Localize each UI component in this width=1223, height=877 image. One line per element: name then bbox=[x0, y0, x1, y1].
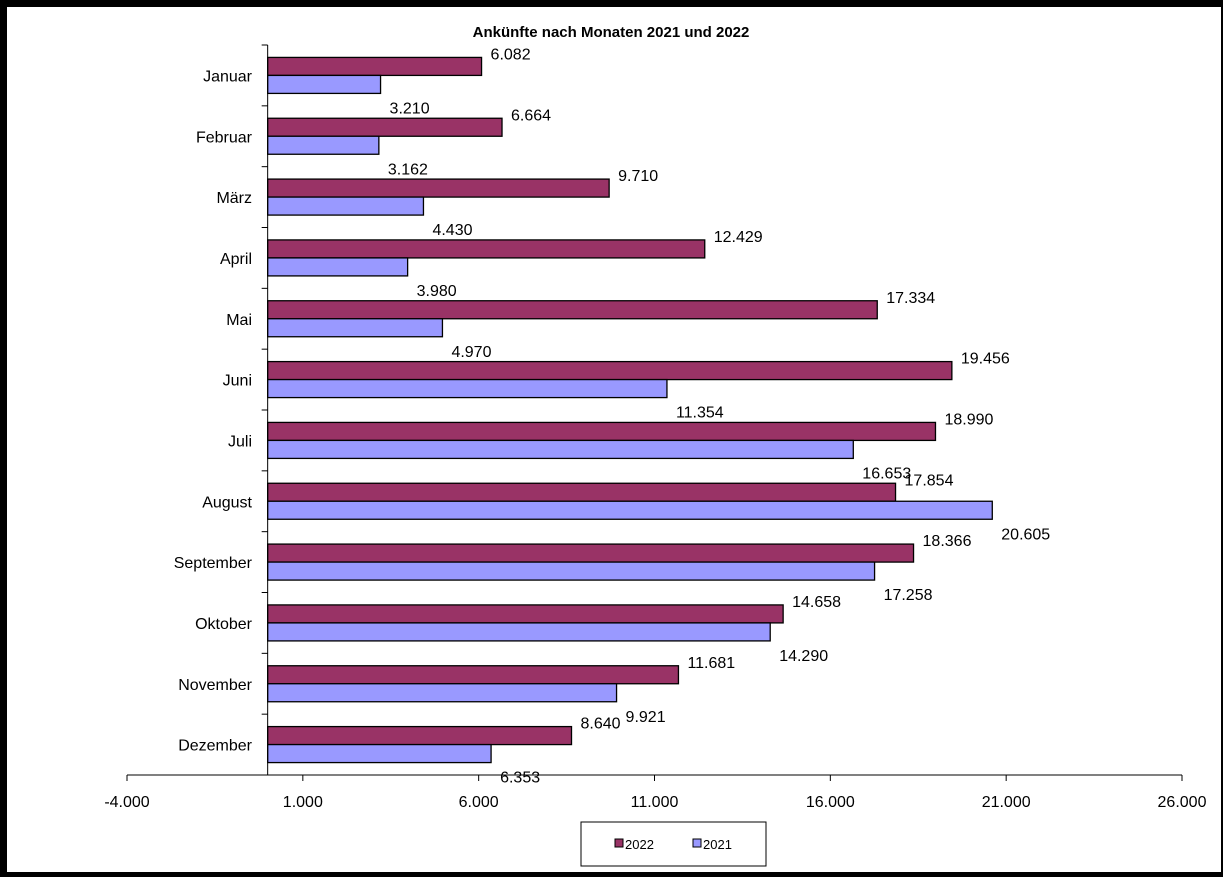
legend-swatch-2022 bbox=[614, 838, 624, 848]
data-label-2021-2: 4.430 bbox=[432, 222, 472, 239]
data-label-2021-3: 3.980 bbox=[417, 283, 457, 300]
bar-2021-4 bbox=[267, 318, 444, 338]
bar-2021-2 bbox=[267, 196, 425, 216]
bar-2022-1 bbox=[267, 117, 503, 137]
data-label-2022-7: 17.854 bbox=[905, 472, 954, 489]
legend: 2022 2021 bbox=[580, 821, 767, 867]
bar-2022-3 bbox=[267, 239, 706, 259]
data-label-2021-11: 6.353 bbox=[500, 770, 540, 787]
data-label-2022-10: 11.681 bbox=[687, 655, 735, 672]
bar-2022-2 bbox=[267, 178, 610, 198]
category-label-2: März bbox=[216, 190, 252, 207]
bar-2022-0 bbox=[267, 56, 483, 77]
legend-swatch-2021 bbox=[692, 838, 702, 848]
data-label-2022-3: 12.429 bbox=[714, 229, 763, 246]
bar-2021-10 bbox=[267, 683, 618, 703]
value-tick-label-0: -4.000 bbox=[104, 794, 149, 811]
axes-group: Januar Februar März April Mai Juni Juli August S… bbox=[104, 44, 1207, 811]
category-label-11: Dezember bbox=[178, 738, 252, 755]
bar-2021-7 bbox=[267, 500, 993, 520]
category-label-0: Januar bbox=[203, 68, 253, 85]
data-label-2022-9: 14.658 bbox=[792, 594, 841, 611]
data-label-2021-6: 16.653 bbox=[862, 465, 911, 482]
value-tick-label-6: 26.000 bbox=[1158, 794, 1207, 811]
bar-2021-1 bbox=[267, 135, 380, 155]
bar-2022-4 bbox=[267, 300, 878, 320]
data-label-2021-9: 14.290 bbox=[779, 648, 828, 665]
data-label-2021-8: 17.258 bbox=[884, 587, 933, 604]
legend-box bbox=[580, 821, 767, 867]
data-label-2022-5: 19.456 bbox=[961, 351, 1010, 368]
category-label-4: Mai bbox=[226, 312, 252, 329]
category-label-8: September bbox=[174, 555, 253, 572]
data-label-2022-4: 17.334 bbox=[886, 290, 935, 307]
value-tick-label-5: 21.000 bbox=[982, 794, 1031, 811]
data-label-2022-2: 9.710 bbox=[618, 168, 658, 185]
bar-2021-9 bbox=[267, 622, 771, 642]
bar-2022-9 bbox=[267, 604, 784, 624]
data-label-2021-4: 4.970 bbox=[451, 344, 491, 361]
chart-title: Ankünfte nach Monaten 2021 und 2022 bbox=[473, 24, 750, 41]
category-label-6: Juli bbox=[228, 433, 252, 450]
data-label-2022-1: 6.664 bbox=[511, 107, 551, 124]
category-label-9: Oktober bbox=[195, 616, 253, 633]
bar-2022-7 bbox=[267, 482, 897, 502]
category-label-7: August bbox=[202, 494, 252, 511]
data-labels-group: 6.082 3.210 6.664 3.162 9.710 4.430 12.429 3.98… bbox=[388, 46, 1050, 786]
category-label-5: Juni bbox=[223, 373, 252, 390]
category-label-10: November bbox=[178, 677, 252, 694]
bars-group bbox=[267, 56, 993, 764]
data-label-2022-11: 8.640 bbox=[581, 716, 621, 733]
bar-2021-5 bbox=[267, 378, 668, 399]
bar-2022-5 bbox=[267, 360, 953, 381]
data-label-2022-0: 6.082 bbox=[491, 46, 531, 63]
data-label-2021-7: 20.605 bbox=[1001, 526, 1050, 543]
value-tick-label-2: 6.000 bbox=[459, 794, 499, 811]
bar-2021-11 bbox=[267, 743, 492, 764]
category-label-3: April bbox=[220, 251, 252, 268]
legend-label-2021: 2021 bbox=[703, 837, 732, 852]
bar-2021-0 bbox=[267, 74, 382, 95]
data-label-2022-6: 18.990 bbox=[944, 411, 993, 428]
data-label-2021-10: 9.921 bbox=[626, 709, 666, 726]
bar-2022-8 bbox=[267, 543, 915, 563]
data-label-2021-0: 3.210 bbox=[390, 100, 430, 117]
bar-2022-10 bbox=[267, 665, 680, 685]
legend-label-2022: 2022 bbox=[625, 837, 654, 852]
bar-2021-8 bbox=[267, 561, 876, 581]
value-tick-label-3: 11.000 bbox=[631, 794, 679, 811]
bar-2021-6 bbox=[267, 439, 854, 460]
data-label-2021-5: 11.354 bbox=[676, 405, 724, 422]
bar-2022-11 bbox=[267, 725, 573, 746]
value-tick-label-4: 16.000 bbox=[806, 794, 855, 811]
category-label-1: Februar bbox=[196, 129, 253, 146]
value-tick-label-1: 1.000 bbox=[283, 794, 323, 811]
data-label-2021-1: 3.162 bbox=[388, 161, 428, 178]
data-label-2022-8: 18.366 bbox=[923, 533, 972, 550]
bar-2022-6 bbox=[267, 421, 937, 442]
bar-2021-3 bbox=[267, 257, 409, 277]
